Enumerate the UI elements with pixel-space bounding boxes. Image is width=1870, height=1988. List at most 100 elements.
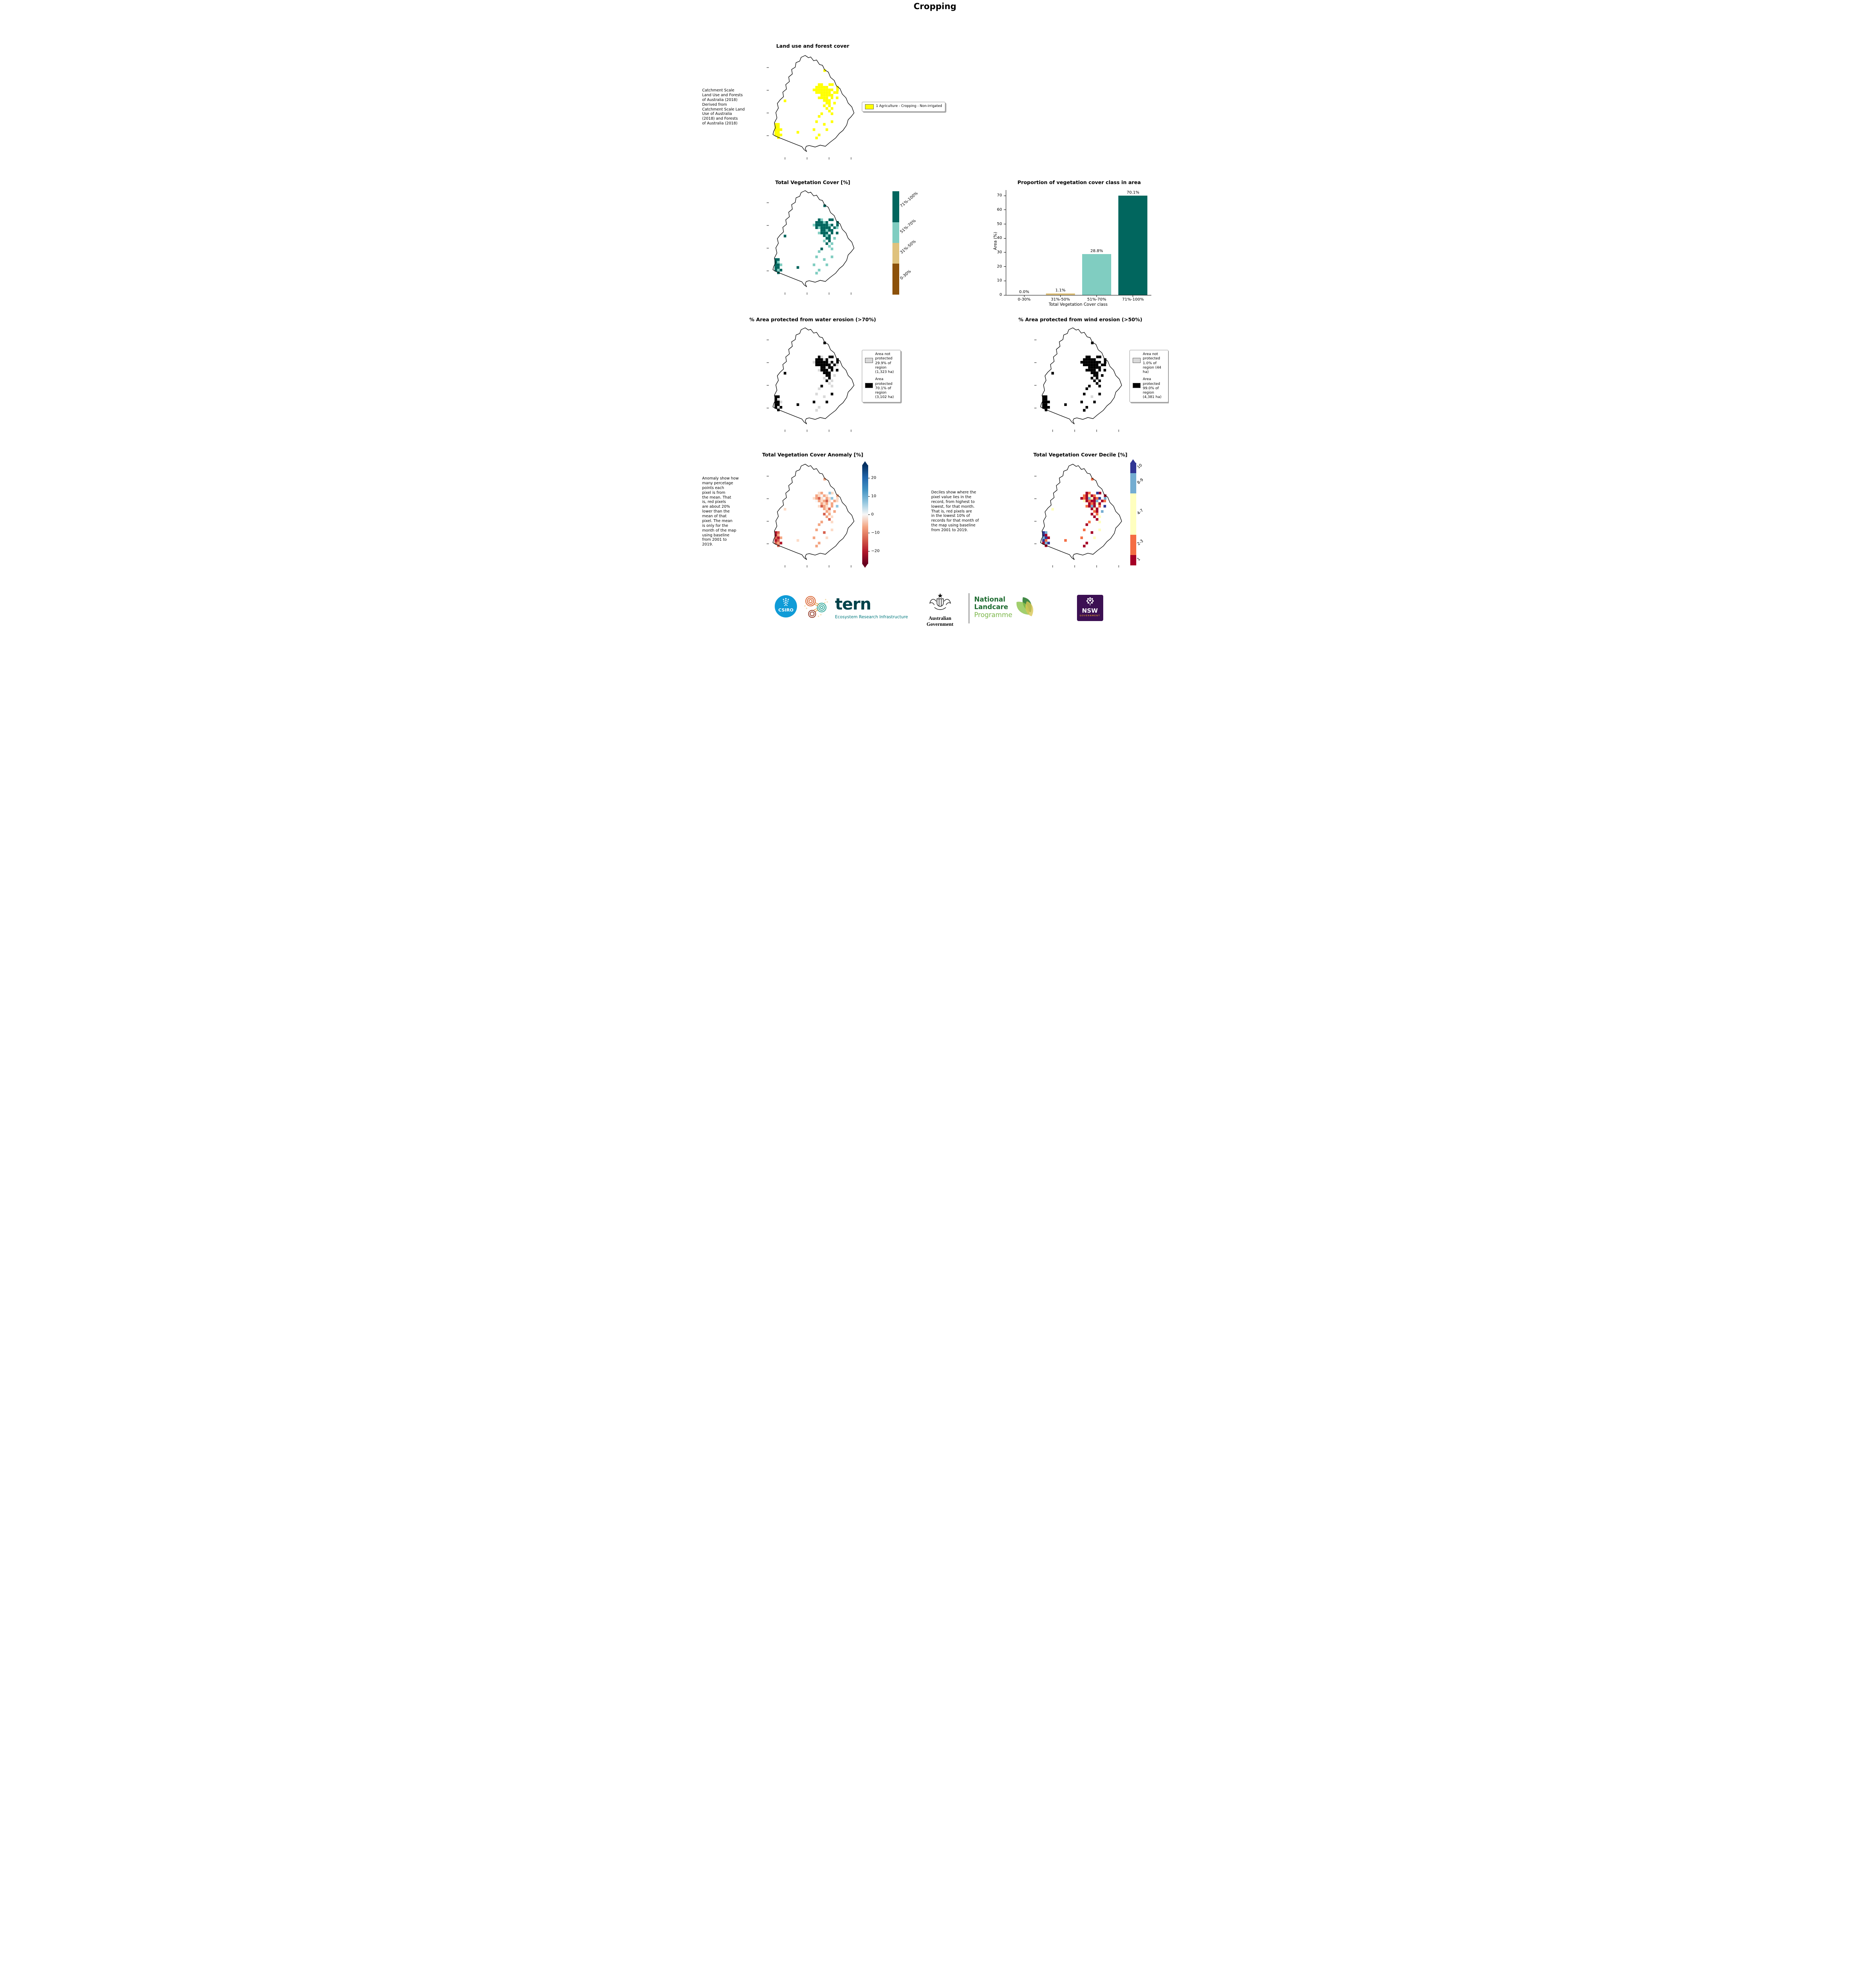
map-cell <box>1042 534 1045 537</box>
map-cell <box>822 96 826 99</box>
map-cell <box>1044 536 1047 539</box>
map-cell <box>1044 400 1047 404</box>
map-cell <box>825 400 828 404</box>
map-cell <box>774 126 777 128</box>
map-cell <box>817 269 820 272</box>
map-cell <box>830 502 833 505</box>
map-cell <box>1098 361 1101 364</box>
vegcover-colorbar: 71%-100% 51%-70% 31%-50% 0-30% <box>892 191 919 295</box>
map-cell <box>1085 355 1088 359</box>
map-cell <box>1104 494 1106 497</box>
map-cell <box>1042 395 1045 398</box>
catchment-outline <box>772 464 854 560</box>
water-erosion-title: % Area protected from water erosion (>70… <box>749 316 876 322</box>
map-cell <box>1095 371 1098 375</box>
map-cell <box>779 269 782 272</box>
waratah-icon <box>1086 597 1094 606</box>
landuse-source-text: Catchment Scale Land Use and Forests of … <box>702 88 745 126</box>
map-cell <box>817 494 820 497</box>
map-cell <box>825 505 828 508</box>
map-cell <box>822 366 826 369</box>
y-tick <box>1003 238 1006 239</box>
map-cell <box>1090 358 1093 361</box>
map-cell <box>833 510 836 513</box>
map-cell <box>1088 369 1091 372</box>
map-cell <box>828 94 831 97</box>
map-cell <box>820 520 823 524</box>
y-tick-label: 20 <box>997 264 1002 269</box>
map-cell <box>815 497 818 500</box>
map-cell <box>817 505 820 508</box>
map-cell <box>1098 528 1101 532</box>
map-cell <box>777 536 779 539</box>
landcare-line2: Landcare <box>974 603 1008 611</box>
map-cell <box>1042 536 1045 539</box>
map-cell <box>813 497 815 500</box>
map-cell <box>833 226 836 229</box>
map-cell <box>836 505 838 508</box>
map-cell <box>830 528 833 532</box>
map-cell <box>1088 494 1091 497</box>
map-cell <box>777 134 779 136</box>
map-cell <box>836 96 838 99</box>
map-cell <box>1093 505 1096 508</box>
x-tick-label: 51%-70% <box>1087 297 1106 302</box>
map-cell <box>774 258 777 261</box>
map-cell <box>822 231 826 235</box>
map-cell <box>1095 497 1098 500</box>
map-cell <box>820 497 823 500</box>
map-cell <box>822 123 826 126</box>
map-cell <box>1095 502 1098 505</box>
colorbar-tick-label: 0 <box>871 512 874 517</box>
map-cell <box>1088 366 1091 369</box>
map-cell <box>828 226 831 229</box>
map-cell <box>828 91 831 94</box>
wind-erosion-legend: Area not protected 1.0% of region (44 ha… <box>1129 350 1168 402</box>
map-cell <box>1083 392 1085 396</box>
map-cell <box>820 366 823 369</box>
map-cell <box>830 112 833 115</box>
map-cell <box>828 245 831 248</box>
indigenous-artwork-graphic <box>804 596 828 618</box>
map-cell <box>817 91 820 94</box>
map-cell <box>1088 502 1091 505</box>
map-cell <box>1098 392 1101 396</box>
map-cell <box>831 491 834 495</box>
map-cell <box>1085 497 1088 500</box>
wind-not-protected-swatch <box>1132 358 1141 363</box>
map-cell <box>822 395 826 398</box>
map-cell <box>1095 366 1098 369</box>
map-cell <box>820 223 823 227</box>
map-cell <box>828 499 831 503</box>
colorbar-label: 31%-50% <box>899 239 917 255</box>
map-cell <box>1044 534 1047 537</box>
colorbar-label: 1 <box>1136 557 1141 562</box>
map-cell <box>825 263 828 266</box>
map-cell <box>1090 502 1093 505</box>
map-cell <box>1042 403 1045 406</box>
map-cell <box>825 515 828 518</box>
map-cell <box>1085 406 1088 409</box>
map-cell <box>779 128 782 131</box>
map-cell <box>822 226 826 229</box>
map-cell <box>820 86 823 89</box>
csiro-logo: CSIRO <box>774 595 797 619</box>
map-cell <box>774 534 777 537</box>
map-cell <box>830 96 833 99</box>
map-cell <box>825 226 828 229</box>
map-cell <box>777 542 779 545</box>
australian-government-logo: Australian Government <box>916 592 964 627</box>
map-cell <box>822 99 826 102</box>
map-cell <box>822 221 826 224</box>
map-cell <box>836 88 839 91</box>
bar-value-label: 28.8% <box>1090 249 1103 254</box>
map-cell <box>1085 505 1088 508</box>
map-cell <box>796 403 799 406</box>
map-cell <box>1083 363 1085 367</box>
map-cell <box>820 494 823 497</box>
x-tick-label: 71%-100% <box>1122 297 1144 302</box>
map-cell <box>822 531 826 534</box>
map-cell <box>836 369 838 372</box>
map-cell <box>820 112 823 115</box>
vegcover-map <box>766 190 854 295</box>
